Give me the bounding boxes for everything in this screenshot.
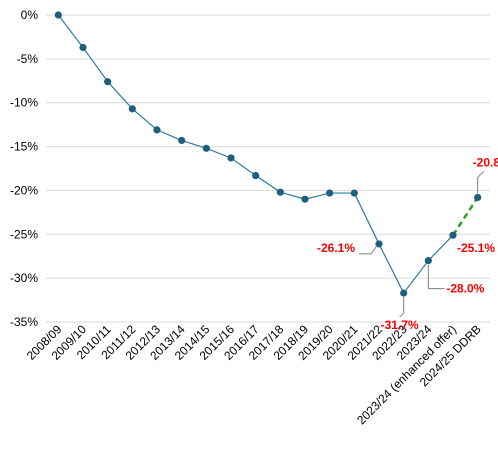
data-point [301,195,309,203]
data-point [375,240,383,248]
data-point [400,289,408,297]
y-tick-label: 0% [21,8,39,22]
data-point [350,189,358,197]
grid-lines [46,14,490,323]
data-point [474,193,482,202]
series-line [57,14,454,295]
data-point [178,136,186,145]
data-point [153,126,161,134]
data-point [79,43,87,52]
data-points [54,11,482,297]
data-point [227,154,235,162]
data-point [128,105,136,113]
y-tick-label: -15% [10,140,38,154]
data-point [449,231,457,239]
y-tick-label: -35% [10,315,38,329]
y-tick-label: -20% [10,183,38,197]
data-point [326,189,334,197]
data-point [202,144,210,152]
data-label-leader-line [399,297,405,318]
y-tick-label: -10% [10,96,38,110]
data-labels: -26.1% -31.7% -28.0% -25.1% -20.8% [317,155,498,332]
data-point [54,11,62,19]
y-tick-label: -5% [17,52,39,66]
data-label: -31.7% [381,318,419,332]
data-label: -26.1% [317,241,355,255]
y-tick-label: -25% [10,227,38,241]
data-label: -20.8% [473,155,498,169]
x-axis-tick-labels: 2008/092009/102010/112011/122012/132013/… [24,322,484,427]
data-point [252,171,260,180]
series-lines [57,14,479,295]
label-leaders [359,171,485,318]
data-label: -25.1% [457,241,495,255]
y-axis-tick-labels: 0% -5% -10% -15% -20% -25% -30% -35% [10,8,38,329]
data-label-leader-line [359,246,377,255]
data-label: -28.0% [446,282,484,296]
dashed-projection-line [451,196,479,236]
y-tick-label: -30% [10,271,38,285]
data-point [424,257,432,265]
data-label-leader-line [477,171,485,194]
data-point [104,78,112,86]
data-point [276,188,284,196]
data-label-leader-line [427,264,445,290]
